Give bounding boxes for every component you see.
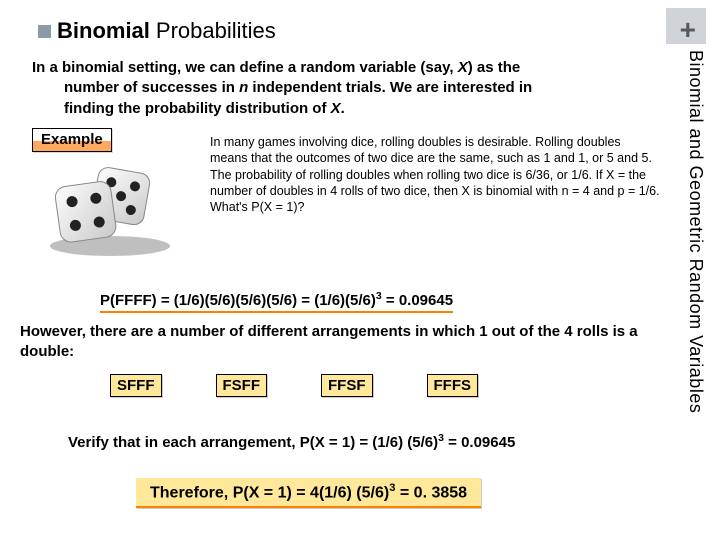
- therefore-b: = 0. 3858: [395, 484, 467, 501]
- side-chapter-label: Binomial and Geometric Random Variables: [680, 50, 706, 490]
- intro-line1: In a binomial setting, we can define a r…: [32, 59, 520, 76]
- intro-text: In a binomial setting, we can define a r…: [32, 58, 642, 119]
- therefore-a: Therefore, P(X = 1) = 4(1/6) (5/6): [150, 484, 389, 501]
- formula-pffff: P(FFFF) = (1/6)(5/6)(5/6)(5/6) = (1/6)(5…: [100, 290, 453, 313]
- example-badge: Example: [32, 128, 112, 152]
- slide-title: Binomial Probabilities: [38, 18, 276, 44]
- formula1-a: P(FFFF) = (1/6)(5/6)(5/6)(5/6) = (1/6)(5…: [100, 292, 376, 309]
- intro-line3: finding the probability distribution of …: [32, 99, 642, 119]
- arrangement-sfff: SFFF: [110, 374, 162, 397]
- verify-a: Verify that in each arrangement, P(X = 1…: [68, 434, 438, 451]
- verify-text: Verify that in each arrangement, P(X = 1…: [68, 432, 515, 451]
- title-rest: Probabilities: [156, 18, 276, 44]
- arrangement-ffsf: FFSF: [321, 374, 373, 397]
- arrangement-fsff: FSFF: [216, 374, 268, 397]
- example-question: What's P(X = 1)?: [210, 200, 304, 214]
- arrangement-row: SFFF FSFF FFSF FFFS: [110, 374, 478, 397]
- example-body: In many games involving dice, rolling do…: [210, 134, 660, 215]
- bullet-icon: [38, 25, 51, 38]
- verify-b: = 0.09645: [444, 434, 515, 451]
- arrangement-fffs: FFFS: [427, 374, 479, 397]
- plus-sign: +: [680, 14, 696, 46]
- dice-image: [40, 160, 180, 258]
- example-body-text: In many games involving dice, rolling do…: [210, 135, 660, 198]
- intro-line2: number of successes in n independent tri…: [32, 78, 642, 98]
- however-text: However, there are a number of different…: [20, 322, 660, 363]
- title-bold: Binomial: [57, 18, 150, 44]
- therefore-conclusion: Therefore, P(X = 1) = 4(1/6) (5/6)3 = 0.…: [136, 478, 481, 508]
- formula1-b: = 0.09645: [382, 292, 453, 309]
